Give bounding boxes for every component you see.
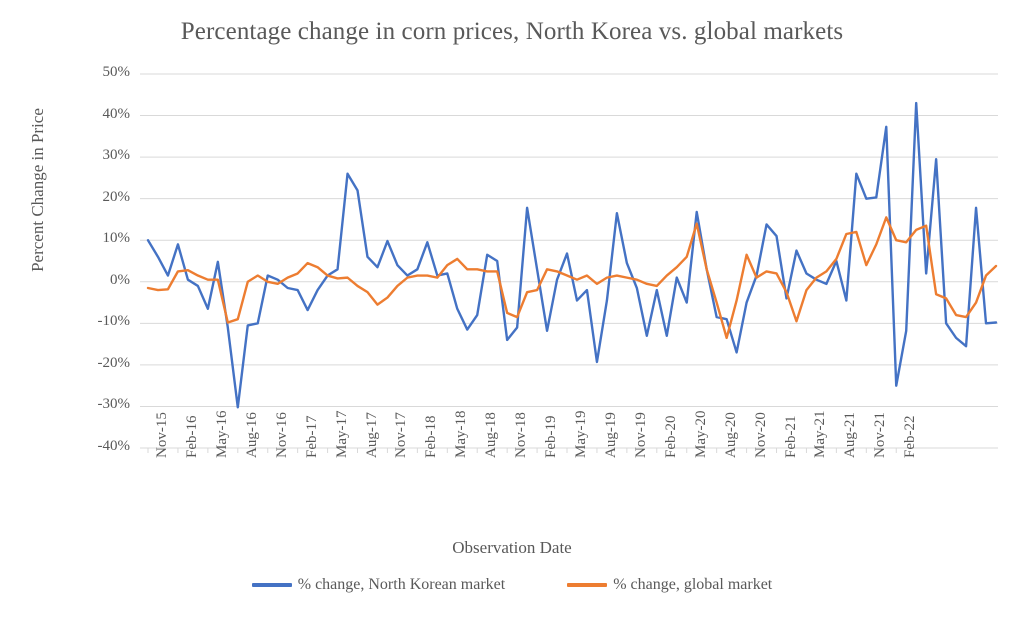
x-axis-tick-label: Aug-17 xyxy=(363,412,380,458)
legend-color-swatch xyxy=(567,583,608,587)
x-axis-tick-label: May-16 xyxy=(213,410,230,459)
chart-legend: % change, North Korean market % change, g… xyxy=(0,576,1024,594)
x-axis-tick-label: May-17 xyxy=(333,410,350,459)
y-axis-tick-label: 20% xyxy=(102,188,131,205)
x-axis-tick-label: Feb-22 xyxy=(902,415,919,459)
x-axis-tick-label: Aug-21 xyxy=(842,412,859,458)
y-axis-tick-label: -30% xyxy=(97,396,131,413)
x-axis-tick-label: Feb-19 xyxy=(543,415,560,459)
y-axis-tick-label: 40% xyxy=(102,105,131,122)
x-axis-tick-label: Nov-19 xyxy=(632,412,649,458)
legend-item[interactable]: % change, global market xyxy=(567,576,772,594)
x-axis-tick-label: Feb-21 xyxy=(782,415,799,459)
y-axis-tick-label: -20% xyxy=(97,354,131,371)
x-axis-tick-label: Nov-17 xyxy=(393,412,410,458)
x-axis-tick-label: Nov-18 xyxy=(513,412,530,458)
x-axis-tick-label: Aug-20 xyxy=(722,412,739,458)
x-axis-tick-label: Nov-15 xyxy=(154,412,170,458)
x-axis-tick-label: May-19 xyxy=(573,410,589,459)
x-axis-tick-marks xyxy=(147,448,897,453)
x-axis-tick-label: Nov-21 xyxy=(872,412,889,458)
x-axis-tick-label: Feb-18 xyxy=(423,415,440,459)
x-axis-tick-label: May-21 xyxy=(812,410,829,459)
x-axis-tick-label: Feb-20 xyxy=(662,415,679,459)
y-axis-tick-label: 50% xyxy=(102,64,131,80)
legend-label: % change, global market xyxy=(613,576,773,593)
y-axis-tick-label: -10% xyxy=(97,313,131,330)
x-axis-tick-label: Nov-20 xyxy=(752,412,769,458)
x-axis-tick-label: May-20 xyxy=(692,410,709,459)
legend-label: % change, North Korean market xyxy=(297,576,506,593)
series-line xyxy=(146,101,998,409)
y-axis-tick-label: -40% xyxy=(97,438,131,454)
x-axis-tick-label: Feb-16 xyxy=(183,415,200,459)
legend-color-swatch xyxy=(251,583,292,587)
y-axis-tick-label: 0% xyxy=(110,271,130,288)
x-axis-title: Observation Date xyxy=(452,538,572,557)
x-axis-tick-label: Feb-17 xyxy=(303,415,320,459)
series-lines xyxy=(146,101,998,409)
x-axis-tick-label: Nov-16 xyxy=(273,412,290,458)
gridlines xyxy=(140,73,998,449)
chart-title: Percentage change in corn prices, North … xyxy=(180,18,844,45)
series-line xyxy=(146,216,998,340)
x-axis-tick-label: Aug-16 xyxy=(243,412,260,458)
x-axis-tick-label: May-18 xyxy=(453,410,470,459)
y-axis-tick-label: 10% xyxy=(102,230,131,247)
x-axis-tick-label: Aug-19 xyxy=(602,412,619,458)
legend-item[interactable]: % change, North Korean market xyxy=(251,576,506,594)
x-axis-tick-label: Aug-18 xyxy=(483,412,500,458)
y-axis-tick-label: 30% xyxy=(102,147,131,164)
